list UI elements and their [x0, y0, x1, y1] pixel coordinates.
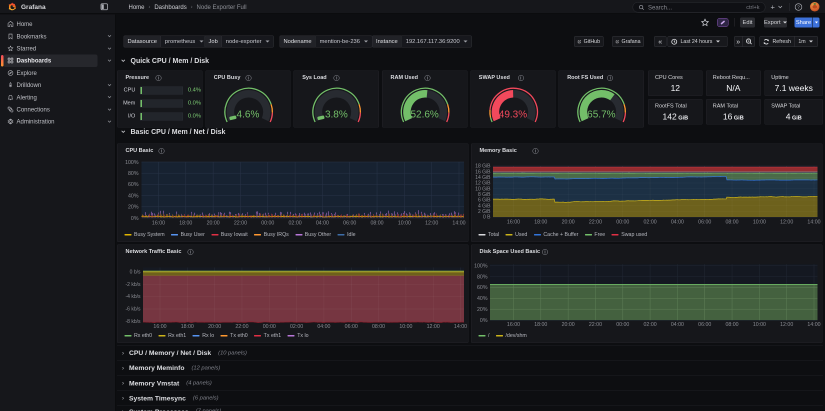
svg-text:60%: 60%: [477, 285, 488, 291]
svg-text:10 GiB: 10 GiB: [475, 186, 491, 192]
svg-text:12 GiB: 12 GiB: [475, 181, 491, 187]
svg-text:08:00: 08:00: [725, 220, 738, 226]
svg-text:0 b/s: 0 b/s: [130, 269, 141, 275]
svg-text:10:00: 10:00: [753, 322, 766, 328]
svg-text:00:00: 00:00: [261, 221, 274, 227]
svg-text:12:00: 12:00: [427, 324, 440, 330]
svg-text:0%: 0%: [480, 318, 488, 324]
svg-text:20:00: 20:00: [208, 324, 221, 330]
svg-text:04:00: 04:00: [317, 324, 330, 330]
svg-text:20%: 20%: [128, 205, 139, 211]
svg-text:2 GiB: 2 GiB: [478, 209, 491, 215]
svg-text:6 GiB: 6 GiB: [478, 198, 491, 204]
svg-text:08:00: 08:00: [372, 324, 385, 330]
svg-text:60%: 60%: [128, 182, 139, 188]
svg-text:00:00: 00:00: [616, 322, 629, 328]
svg-text:22:00: 22:00: [589, 220, 602, 226]
svg-text:80%: 80%: [128, 171, 139, 177]
svg-text:10:00: 10:00: [399, 324, 412, 330]
svg-text:04:00: 04:00: [671, 220, 684, 226]
svg-text:14:00: 14:00: [807, 322, 820, 328]
svg-text:14:00: 14:00: [454, 324, 467, 330]
svg-text:16:00: 16:00: [507, 220, 520, 226]
svg-text:22:00: 22:00: [235, 324, 248, 330]
svg-text:80%: 80%: [477, 274, 488, 280]
svg-text:22:00: 22:00: [234, 221, 247, 227]
svg-text:12:00: 12:00: [780, 322, 793, 328]
svg-text:18:00: 18:00: [181, 324, 194, 330]
svg-text:20:00: 20:00: [207, 221, 220, 227]
svg-text:20%: 20%: [477, 307, 488, 313]
svg-text:18:00: 18:00: [534, 322, 547, 328]
svg-text:20:00: 20:00: [562, 322, 575, 328]
svg-text:40%: 40%: [477, 296, 488, 302]
svg-text:06:00: 06:00: [698, 322, 711, 328]
svg-text:10:00: 10:00: [398, 221, 411, 227]
svg-text:14:00: 14:00: [807, 220, 820, 226]
svg-text:06:00: 06:00: [698, 220, 711, 226]
svg-text:02:00: 02:00: [644, 322, 657, 328]
svg-text:-6 kb/s: -6 kb/s: [125, 307, 141, 313]
svg-text:-4 kb/s: -4 kb/s: [125, 294, 141, 300]
svg-text:00:00: 00:00: [616, 220, 629, 226]
svg-text:16:00: 16:00: [153, 324, 166, 330]
svg-text:12:00: 12:00: [780, 220, 793, 226]
svg-text:8 GiB: 8 GiB: [478, 192, 491, 198]
svg-text:18:00: 18:00: [534, 220, 547, 226]
svg-text:06:00: 06:00: [345, 324, 358, 330]
svg-text:-2 kb/s: -2 kb/s: [125, 282, 141, 288]
svg-text:20:00: 20:00: [562, 220, 575, 226]
svg-text:40%: 40%: [128, 193, 139, 199]
svg-text:4 GiB: 4 GiB: [478, 203, 491, 209]
svg-text:04:00: 04:00: [316, 221, 329, 227]
svg-text:22:00: 22:00: [589, 322, 602, 328]
svg-text:0 B: 0 B: [483, 215, 491, 221]
svg-text:02:00: 02:00: [290, 324, 303, 330]
svg-text:06:00: 06:00: [343, 221, 356, 227]
svg-text:12:00: 12:00: [425, 221, 438, 227]
svg-text:-8 kb/s: -8 kb/s: [125, 319, 141, 325]
svg-text:100%: 100%: [474, 263, 488, 269]
svg-text:16:00: 16:00: [507, 322, 520, 328]
svg-text:08:00: 08:00: [370, 221, 383, 227]
svg-text:16:00: 16:00: [152, 221, 165, 227]
svg-text:00:00: 00:00: [263, 324, 276, 330]
svg-text:100%: 100%: [125, 160, 139, 166]
svg-text:0%: 0%: [131, 216, 139, 222]
svg-text:10:00: 10:00: [753, 220, 766, 226]
svg-text:?: ?: [797, 5, 800, 10]
svg-text:04:00: 04:00: [671, 322, 684, 328]
svg-text:18:00: 18:00: [179, 221, 192, 227]
svg-text:14:00: 14:00: [452, 221, 465, 227]
svg-text:02:00: 02:00: [289, 221, 302, 227]
svg-text:18 GiB: 18 GiB: [475, 164, 491, 170]
svg-text:16 GiB: 16 GiB: [475, 169, 491, 175]
svg-text:02:00: 02:00: [644, 220, 657, 226]
svg-text:14 GiB: 14 GiB: [475, 175, 491, 181]
svg-text:08:00: 08:00: [725, 322, 738, 328]
